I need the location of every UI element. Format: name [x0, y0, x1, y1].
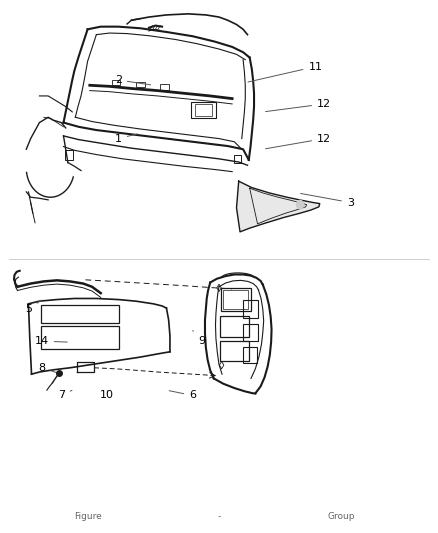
Text: 12: 12	[265, 134, 331, 149]
Text: Group: Group	[328, 512, 355, 521]
Text: Figure: Figure	[74, 512, 102, 521]
Circle shape	[297, 200, 304, 209]
Text: 8: 8	[38, 363, 59, 373]
Text: 9: 9	[193, 330, 205, 346]
Text: 3: 3	[300, 193, 354, 207]
Text: -: -	[217, 512, 221, 521]
Text: 12: 12	[265, 99, 331, 111]
Text: 1: 1	[115, 134, 138, 143]
Text: 6: 6	[169, 391, 196, 400]
Text: 10: 10	[100, 391, 114, 400]
Polygon shape	[237, 181, 320, 232]
Text: 2: 2	[115, 75, 151, 85]
Text: 7: 7	[58, 390, 72, 400]
Text: 14: 14	[35, 336, 67, 346]
Text: 11: 11	[248, 62, 322, 82]
Text: 5: 5	[25, 300, 42, 314]
